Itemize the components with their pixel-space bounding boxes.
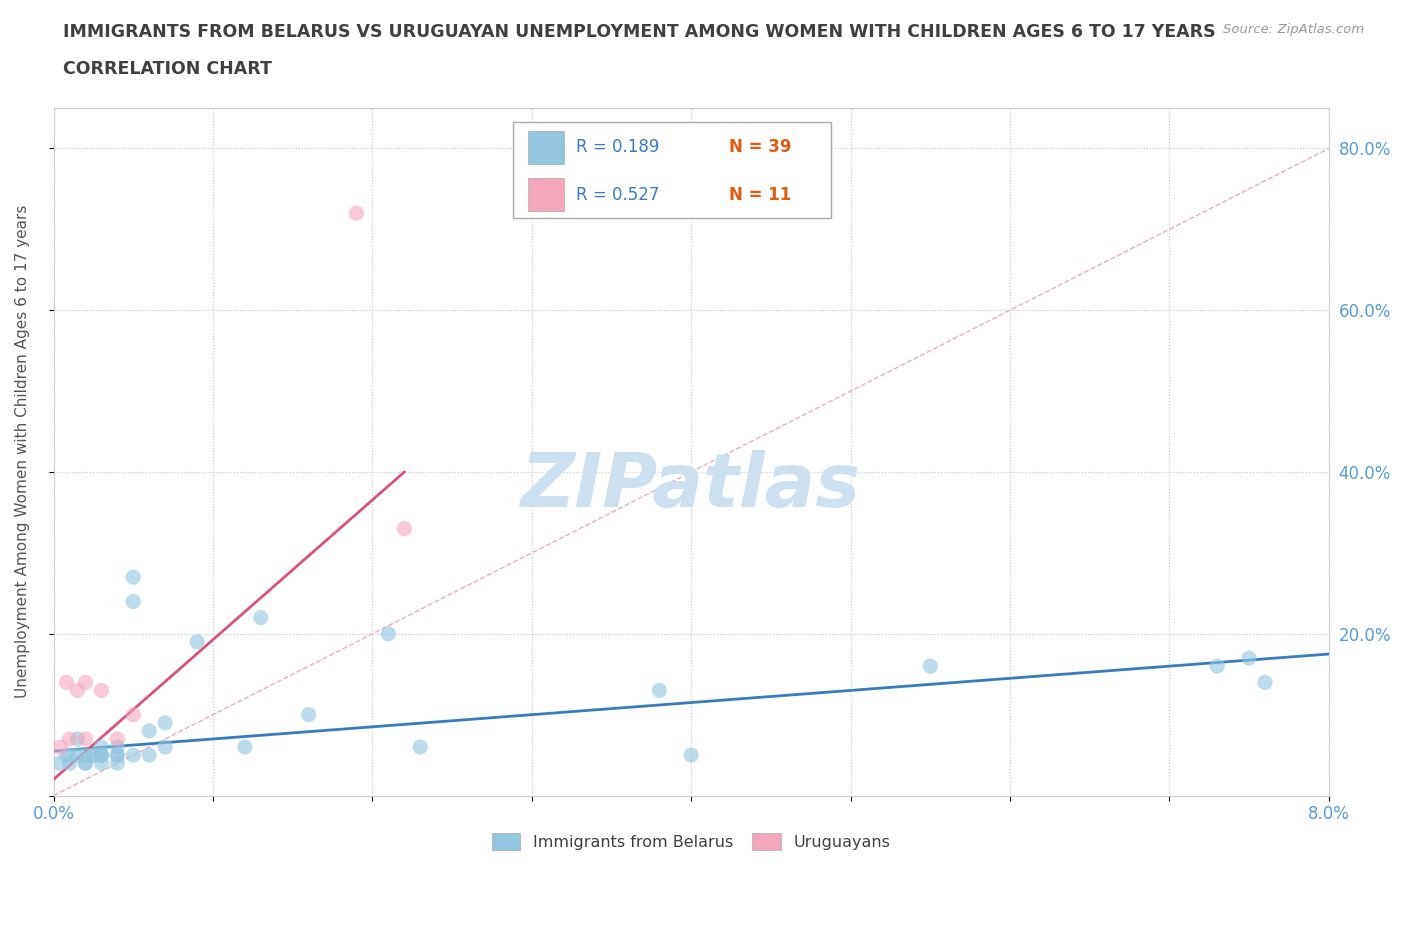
Legend: Immigrants from Belarus, Uruguayans: Immigrants from Belarus, Uruguayans bbox=[485, 827, 897, 857]
Point bbox=[122, 707, 145, 722]
Point bbox=[122, 748, 145, 763]
Point bbox=[58, 732, 80, 747]
Text: R = 0.189: R = 0.189 bbox=[576, 139, 659, 156]
Point bbox=[153, 739, 176, 754]
Point bbox=[82, 748, 104, 763]
Point bbox=[105, 739, 128, 754]
Point bbox=[75, 675, 97, 690]
Point bbox=[394, 521, 416, 536]
Point bbox=[82, 748, 104, 763]
Point bbox=[186, 634, 208, 649]
Point bbox=[409, 739, 432, 754]
Point bbox=[75, 756, 97, 771]
Point bbox=[66, 732, 89, 747]
Point bbox=[250, 610, 273, 625]
Point bbox=[1237, 651, 1260, 666]
Point bbox=[153, 715, 176, 730]
Point bbox=[122, 594, 145, 609]
Point bbox=[138, 724, 160, 738]
Point bbox=[920, 658, 942, 673]
Point bbox=[90, 756, 112, 771]
Point bbox=[105, 748, 128, 763]
Point bbox=[105, 756, 128, 771]
Text: N = 39: N = 39 bbox=[730, 139, 792, 156]
Text: R = 0.527: R = 0.527 bbox=[576, 186, 659, 204]
Point bbox=[105, 732, 128, 747]
Point bbox=[681, 748, 703, 763]
Point bbox=[90, 739, 112, 754]
Point bbox=[49, 739, 72, 754]
Point bbox=[1206, 658, 1229, 673]
Point bbox=[58, 756, 80, 771]
Point bbox=[298, 707, 321, 722]
Point bbox=[90, 748, 112, 763]
Point bbox=[90, 748, 112, 763]
Point bbox=[90, 748, 112, 763]
Point bbox=[66, 683, 89, 698]
Point bbox=[75, 756, 97, 771]
Text: Source: ZipAtlas.com: Source: ZipAtlas.com bbox=[1223, 23, 1364, 36]
Point bbox=[58, 748, 80, 763]
FancyBboxPatch shape bbox=[529, 179, 564, 211]
Point bbox=[55, 675, 77, 690]
Point bbox=[1254, 675, 1277, 690]
Point bbox=[377, 626, 399, 641]
Text: ZIPatlas: ZIPatlas bbox=[522, 450, 862, 523]
Y-axis label: Unemployment Among Women with Children Ages 6 to 17 years: Unemployment Among Women with Children A… bbox=[15, 206, 30, 698]
Point bbox=[138, 748, 160, 763]
Point bbox=[75, 748, 97, 763]
Text: CORRELATION CHART: CORRELATION CHART bbox=[63, 60, 273, 78]
Text: N = 11: N = 11 bbox=[730, 186, 792, 204]
Point bbox=[105, 748, 128, 763]
FancyBboxPatch shape bbox=[529, 131, 564, 164]
Point bbox=[346, 206, 368, 220]
Point bbox=[233, 739, 256, 754]
Point bbox=[90, 683, 112, 698]
Point bbox=[75, 732, 97, 747]
Point bbox=[55, 748, 77, 763]
Point bbox=[66, 748, 89, 763]
Point bbox=[49, 756, 72, 771]
Point bbox=[122, 570, 145, 585]
Point bbox=[648, 683, 671, 698]
Text: IMMIGRANTS FROM BELARUS VS URUGUAYAN UNEMPLOYMENT AMONG WOMEN WITH CHILDREN AGES: IMMIGRANTS FROM BELARUS VS URUGUAYAN UNE… bbox=[63, 23, 1216, 41]
FancyBboxPatch shape bbox=[513, 122, 831, 218]
